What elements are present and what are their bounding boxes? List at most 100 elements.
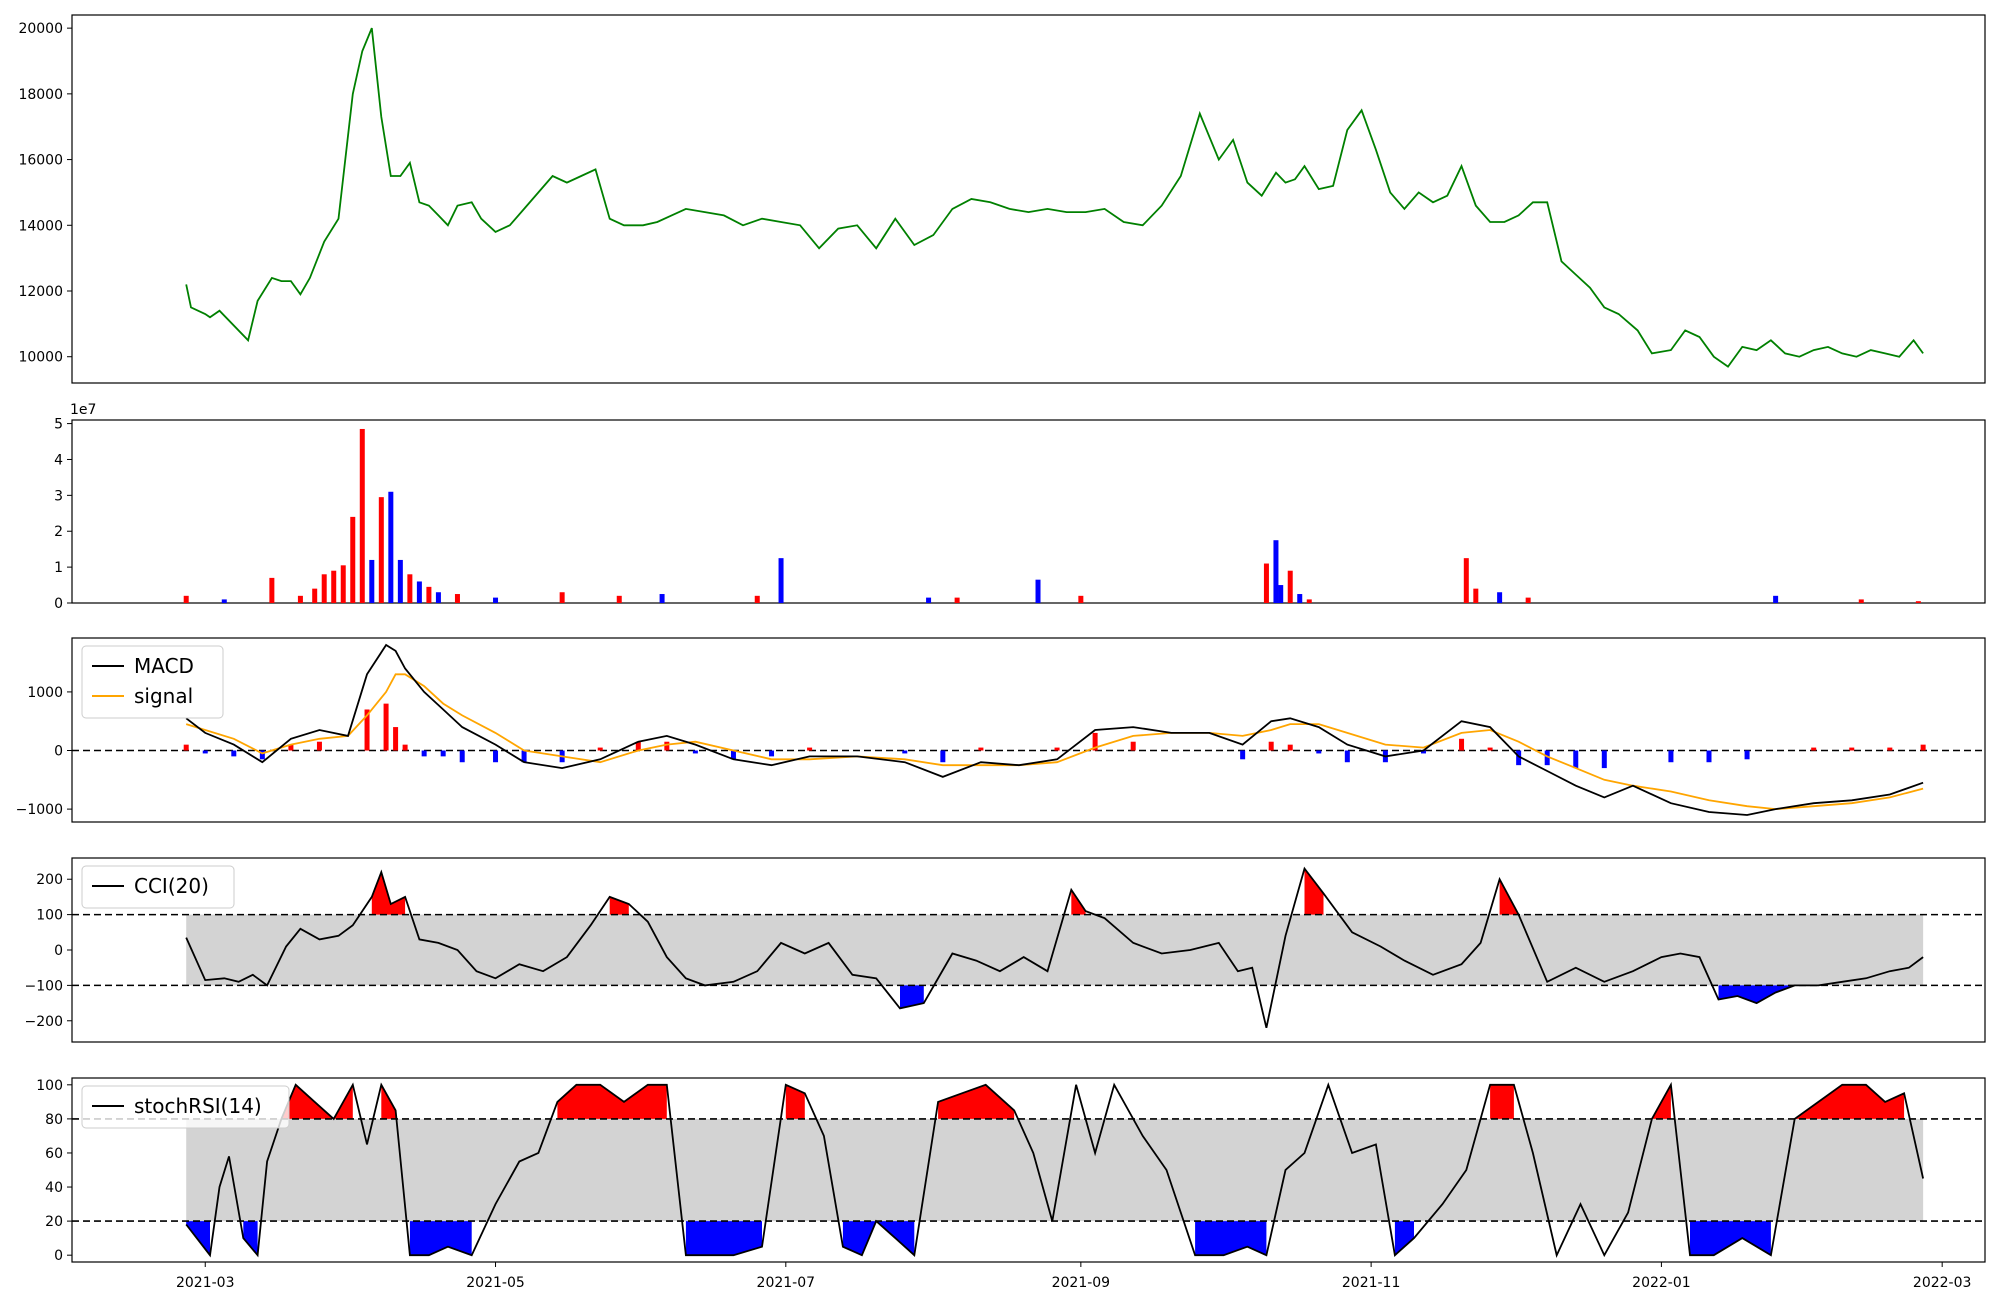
stochrsi-oversold-fill [842, 1221, 915, 1256]
volume-bar [1273, 540, 1279, 603]
stochrsi-overbought-fill [1794, 1084, 1905, 1119]
legend-box [81, 1085, 290, 1129]
signal-line [185, 673, 1924, 811]
y-tick-label: 100 [36, 908, 63, 924]
cci-overbought-fill [1304, 868, 1324, 915]
legend-box [81, 865, 235, 909]
volume-bar [1497, 592, 1503, 603]
macd-histogram-bar [1516, 750, 1522, 766]
macd-histogram-bar [1849, 747, 1855, 751]
volume-bar [926, 597, 932, 603]
macd-histogram-bar [1544, 750, 1550, 766]
macd-histogram-bar [1287, 744, 1293, 751]
stochrsi-overbought-fill [281, 1084, 353, 1119]
volume-bar [616, 595, 622, 603]
macd-histogram-bar [1240, 750, 1246, 760]
macd-histogram-bar [1344, 750, 1350, 763]
y-tick-label: 40 [45, 1180, 63, 1196]
macd-histogram-bar [597, 747, 603, 751]
macd-histogram-bar [1573, 750, 1579, 769]
y-tick-label: 4 [54, 452, 63, 468]
volume-bar [954, 597, 960, 603]
macd-histogram-bar [183, 744, 189, 751]
volume-bar [493, 597, 499, 603]
volume-bar [435, 592, 441, 603]
volume-bar [1278, 585, 1284, 603]
macd-histogram-bar [421, 750, 427, 757]
stochrsi-oversold-fill [1394, 1221, 1414, 1256]
volume-bar [1773, 595, 1779, 603]
volume-bar [1306, 599, 1312, 603]
y-tick-label: 3 [54, 488, 63, 504]
volume-bar [1525, 597, 1531, 603]
volume-bar [331, 570, 337, 603]
y-tick-label: 10000 [18, 350, 63, 366]
stochrsi-oversold-fill [409, 1221, 472, 1256]
y-tick-label: 2 [54, 524, 63, 540]
macd-histogram-bar [978, 747, 984, 751]
macd-histogram-bar [1316, 750, 1322, 754]
y-tick-label: 0 [54, 943, 63, 959]
macd-histogram-bar [1744, 750, 1750, 760]
y-tick-label: 0 [54, 744, 63, 760]
x-tick-label: 2022-03 [1913, 1275, 1972, 1291]
stochrsi-oversold-fill [243, 1221, 258, 1256]
volume-bar [1078, 595, 1084, 603]
cci-overbought-fill [371, 872, 406, 915]
macd-histogram-bar [259, 750, 265, 760]
macd-histogram-bar [1887, 747, 1893, 751]
y-tick-label: 100 [36, 1078, 63, 1094]
macd-histogram-bar [383, 703, 389, 751]
volume-bar [397, 559, 403, 603]
volume-offset-text: 1e7 [70, 402, 96, 418]
stochrsi-line [185, 1081, 1924, 1258]
x-tick-label: 2022-01 [1632, 1275, 1691, 1291]
macd-histogram-bar [231, 750, 237, 757]
macd-histogram-bar [288, 744, 294, 751]
macd-histogram-bar [692, 750, 698, 754]
stochrsi-overbought-fill [381, 1084, 396, 1119]
macd-histogram-bar [493, 750, 499, 763]
y-tick-label: 12000 [18, 284, 63, 300]
macd-histogram-bar [664, 741, 670, 751]
macd-histogram-bar [730, 750, 736, 760]
cci-oversold-fill [1718, 985, 1819, 1004]
y-tick-label: 200 [36, 872, 63, 888]
volume-bar [388, 491, 394, 603]
panel-frame-4 [71, 1077, 1986, 1263]
volume-bar [1287, 570, 1293, 603]
macd-histogram-bar [459, 750, 465, 763]
y-tick-label: 18000 [18, 87, 63, 103]
macd-histogram-bar [364, 709, 370, 751]
legend-label: CCI(20) [134, 874, 209, 898]
macd-histogram-bar [902, 750, 908, 754]
x-tick-label: 2021-07 [757, 1275, 816, 1291]
macd-histogram-bar [1130, 741, 1136, 751]
macd-histogram-bar [1811, 747, 1817, 751]
legend-box [81, 645, 224, 719]
volume-bar [559, 592, 565, 603]
y-tick-label: −100 [25, 978, 63, 994]
volume-bar [297, 595, 303, 603]
price-line [185, 27, 1924, 368]
volume-bar [754, 595, 760, 603]
panel-frame-0 [71, 14, 1986, 384]
volume-bar [221, 599, 227, 603]
volume-bar [407, 574, 413, 603]
stochrsi-overbought-fill [557, 1084, 667, 1119]
macd-histogram-bar [440, 750, 446, 757]
volume-bar [426, 586, 432, 603]
x-tick-label: 2021-09 [1052, 1275, 1111, 1291]
volume-bar [1463, 558, 1469, 603]
stochrsi-oversold-fill [1690, 1221, 1771, 1256]
panel-frame-2 [71, 637, 1986, 823]
macd-histogram-bar [1487, 747, 1493, 751]
x-tick-label: 2021-03 [176, 1275, 235, 1291]
macd-histogram-bar [940, 750, 946, 763]
volume-bar [1263, 563, 1269, 603]
cci-oversold-fill [900, 985, 924, 1009]
legend-label: stochRSI(14) [134, 1094, 262, 1118]
y-tick-label: 5 [54, 417, 63, 433]
y-tick-label: 80 [45, 1112, 63, 1128]
